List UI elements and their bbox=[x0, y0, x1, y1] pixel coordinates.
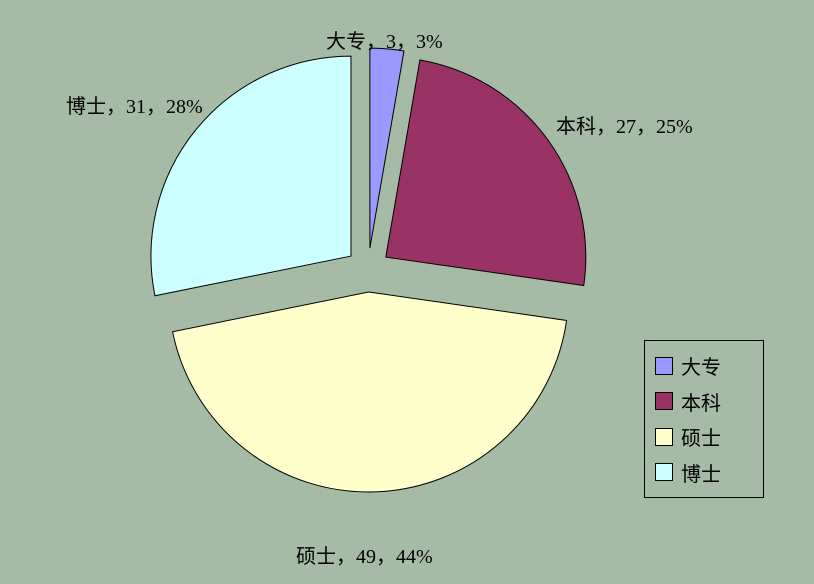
legend-swatch-shuoshi bbox=[655, 428, 673, 446]
legend-swatch-benke bbox=[655, 392, 673, 410]
legend-swatch-boshi bbox=[655, 463, 673, 481]
legend-label-dazhuan: 大专 bbox=[681, 351, 721, 380]
legend-item-shuoshi: 硕士 bbox=[655, 422, 753, 451]
legend-swatch-dazhuan bbox=[655, 357, 673, 375]
slice-label-benke: 本科，27，25% bbox=[556, 110, 693, 139]
slice-label-shuoshi: 硕士，49，44% bbox=[296, 540, 433, 569]
legend-label-shuoshi: 硕士 bbox=[681, 422, 721, 451]
slice-label-boshi: 博士，31，28% bbox=[66, 90, 203, 119]
legend-item-boshi: 博士 bbox=[655, 458, 753, 487]
slice-label-dazhuan: 大专，3，3% bbox=[326, 25, 443, 54]
legend-item-benke: 本科 bbox=[655, 387, 753, 416]
pie-chart: 大专，3，3% 本科，27，25% 硕士，49，44% 博士，31，28% 大专本科硕… bbox=[0, 0, 814, 584]
legend-label-benke: 本科 bbox=[681, 387, 721, 416]
legend-item-dazhuan: 大专 bbox=[655, 351, 753, 380]
legend-label-boshi: 博士 bbox=[681, 458, 721, 487]
legend: 大专本科硕士博士 bbox=[644, 340, 764, 498]
